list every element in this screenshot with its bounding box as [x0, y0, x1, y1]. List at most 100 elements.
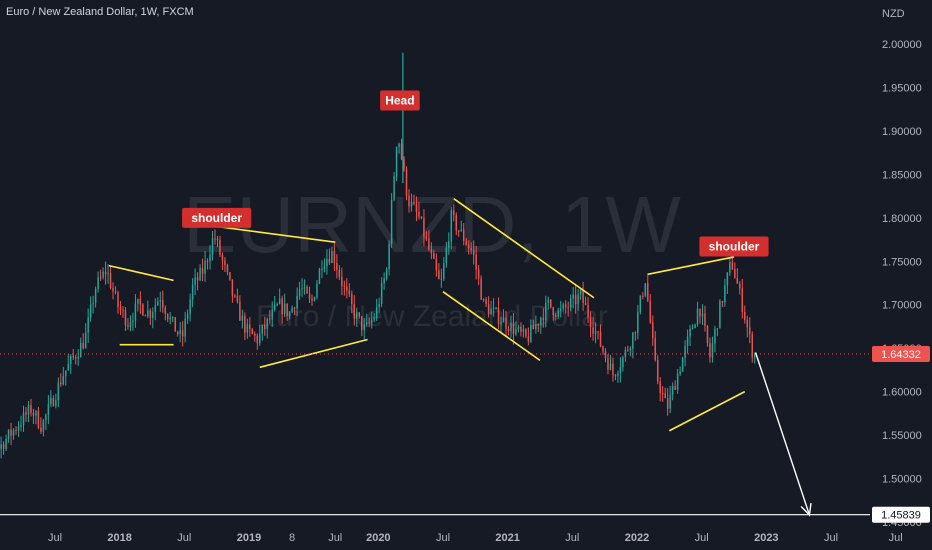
candle-body	[196, 277, 199, 281]
candle-body	[343, 285, 346, 287]
candle-body	[338, 269, 341, 277]
price-tag-bg	[872, 506, 930, 523]
candle-body	[283, 303, 286, 315]
candle-body	[582, 289, 584, 303]
y-tick-label: 1.75000	[882, 256, 922, 268]
candle-body	[597, 331, 599, 333]
candle-body	[22, 412, 25, 426]
candle-body	[502, 317, 505, 323]
candle-body	[273, 305, 276, 310]
candle-body	[174, 317, 176, 332]
candle-body	[480, 278, 482, 300]
candle-body	[589, 317, 592, 328]
candle-body	[453, 210, 455, 215]
candle-body	[251, 329, 254, 334]
trendline[interactable]	[442, 291, 541, 362]
candle-body	[413, 201, 415, 205]
candle-body	[649, 300, 652, 323]
trendline[interactable]	[108, 264, 174, 282]
candle-body	[370, 319, 373, 324]
candle-body	[194, 277, 196, 285]
candle-body	[224, 260, 226, 265]
candle-body	[72, 355, 74, 358]
trendline[interactable]	[216, 225, 336, 243]
candle-body	[52, 397, 55, 406]
candle-body	[5, 438, 7, 450]
trendline[interactable]	[453, 198, 595, 299]
candle-body	[564, 304, 567, 308]
candle-body	[418, 211, 420, 217]
candle-body	[82, 342, 84, 349]
candle-body	[356, 312, 358, 319]
candle-body	[721, 301, 724, 303]
candle-body	[318, 269, 321, 284]
candle-body	[505, 317, 507, 329]
trendline[interactable]	[647, 256, 735, 276]
candle-body	[639, 295, 642, 312]
candle-body	[696, 308, 699, 325]
candle-body	[60, 382, 62, 385]
candle-body	[303, 286, 306, 289]
candle-body	[647, 283, 649, 301]
candle-body	[403, 159, 405, 169]
candle-body	[644, 283, 647, 296]
candle-body	[189, 299, 191, 314]
candle-body	[361, 316, 363, 331]
candle-body	[229, 272, 231, 280]
projection-arrow-line[interactable]	[754, 352, 811, 516]
candle-body	[619, 367, 622, 374]
candle-body	[32, 412, 35, 416]
candle-body	[462, 229, 465, 241]
candle-body	[535, 324, 537, 330]
candle-body	[388, 243, 390, 269]
candle-body	[144, 315, 147, 317]
x-tick-label: Jul	[177, 532, 191, 544]
candle-body	[234, 295, 236, 297]
candle-body	[691, 328, 694, 330]
y-tick-label: 1.85000	[882, 169, 922, 181]
candle-body	[455, 214, 458, 231]
candle-body	[507, 328, 510, 332]
candle-body	[264, 325, 266, 329]
candle-body	[239, 301, 241, 321]
candle-body	[219, 240, 221, 255]
candle-body	[472, 249, 475, 255]
candle-body	[236, 295, 239, 302]
y-tick-label: 1.50000	[882, 474, 922, 486]
candle-body	[62, 376, 65, 385]
candle-body	[467, 244, 470, 248]
price-tag-target: 1.45839	[881, 510, 921, 522]
candle-body	[744, 312, 746, 320]
candle-body	[249, 324, 251, 330]
candle-body	[206, 260, 209, 262]
candle-body	[12, 429, 15, 436]
candle-body	[107, 273, 109, 275]
trendline[interactable]	[668, 390, 746, 432]
x-tick-label: Jul	[824, 532, 838, 544]
candle-body	[301, 288, 303, 290]
watermark-symbol: EURNZD, 1W	[183, 180, 681, 269]
candle-body	[124, 310, 127, 326]
candle-body	[162, 300, 164, 308]
candle-body	[400, 143, 403, 160]
candle-body	[296, 295, 298, 309]
candle-body	[167, 313, 169, 320]
candle-body	[465, 240, 467, 245]
candle-body	[579, 289, 582, 295]
candle-body	[271, 309, 273, 320]
candle-body	[443, 263, 445, 279]
annotation-head: Head	[385, 93, 414, 107]
candle-body	[57, 382, 60, 401]
candle-body	[159, 300, 162, 302]
candle-body	[532, 325, 535, 330]
candle-body	[517, 326, 520, 329]
candle-body	[627, 349, 629, 351]
trendline[interactable]	[259, 338, 368, 369]
candle-body	[35, 411, 37, 416]
candle-body	[363, 324, 365, 331]
candle-body	[186, 313, 189, 319]
candle-body	[530, 325, 532, 342]
candle-body	[67, 364, 70, 371]
